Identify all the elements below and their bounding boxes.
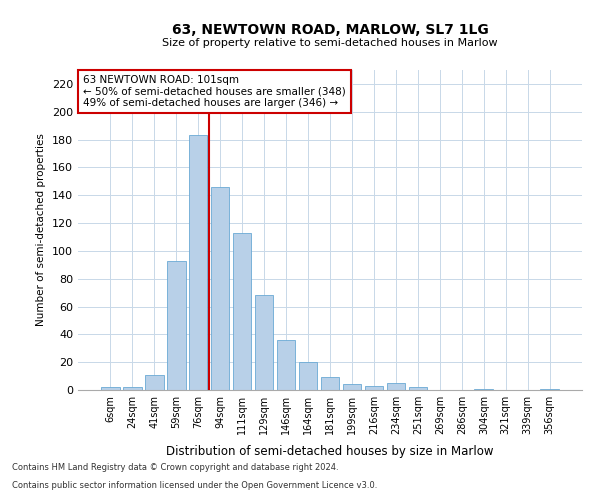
- Y-axis label: Number of semi-detached properties: Number of semi-detached properties: [37, 134, 46, 326]
- Bar: [365, 386, 383, 390]
- Bar: [277, 340, 295, 390]
- Bar: [101, 387, 119, 390]
- Bar: [320, 378, 340, 390]
- Bar: [211, 187, 229, 390]
- Text: Size of property relative to semi-detached houses in Marlow: Size of property relative to semi-detach…: [162, 38, 498, 48]
- Bar: [233, 233, 251, 390]
- Bar: [386, 383, 405, 390]
- Text: 63 NEWTOWN ROAD: 101sqm
← 50% of semi-detached houses are smaller (348)
49% of s: 63 NEWTOWN ROAD: 101sqm ← 50% of semi-de…: [83, 75, 346, 108]
- Bar: [189, 136, 208, 390]
- Bar: [167, 260, 185, 390]
- X-axis label: Distribution of semi-detached houses by size in Marlow: Distribution of semi-detached houses by …: [166, 446, 494, 458]
- Text: 63, NEWTOWN ROAD, MARLOW, SL7 1LG: 63, NEWTOWN ROAD, MARLOW, SL7 1LG: [172, 22, 488, 36]
- Text: Contains HM Land Registry data © Crown copyright and database right 2024.: Contains HM Land Registry data © Crown c…: [12, 464, 338, 472]
- Bar: [409, 387, 427, 390]
- Bar: [475, 388, 493, 390]
- Text: Contains public sector information licensed under the Open Government Licence v3: Contains public sector information licen…: [12, 481, 377, 490]
- Bar: [343, 384, 361, 390]
- Bar: [255, 296, 274, 390]
- Bar: [299, 362, 317, 390]
- Bar: [123, 387, 142, 390]
- Bar: [541, 388, 559, 390]
- Bar: [145, 374, 164, 390]
